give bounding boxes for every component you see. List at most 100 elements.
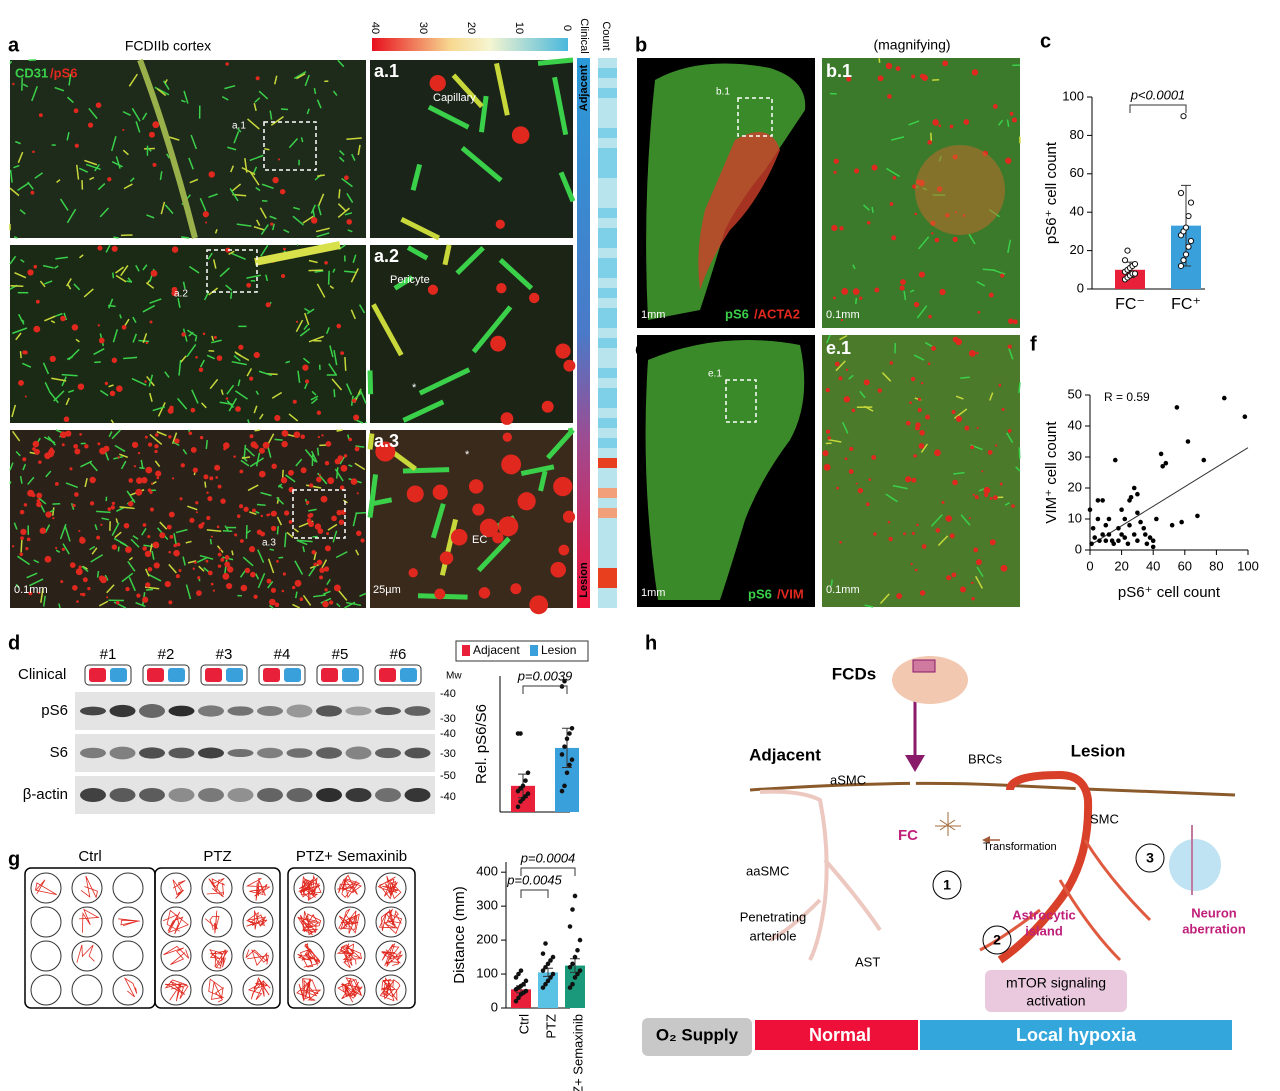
vessel [258,90,269,100]
vessel [140,459,144,468]
vessel [537,57,574,66]
scatter-point [1106,516,1112,522]
cell [408,568,418,578]
vessel [187,560,197,564]
cell [224,561,231,568]
cell [23,503,28,507]
cell [215,476,219,479]
vessel [127,560,136,572]
cell [36,501,42,508]
vessel [45,470,52,478]
cell [859,296,863,300]
cell [225,397,229,400]
well [30,906,62,938]
cell [917,397,922,401]
vessel [1015,466,1021,472]
vessel [178,359,182,376]
data-point [569,757,575,762]
cell [1000,273,1005,278]
cell [222,572,230,580]
cell [891,235,897,241]
cell [338,519,345,525]
vessel [99,207,110,218]
vessel [841,421,849,434]
count-cell [598,428,617,438]
x-tick-label: PTZ+ Semaxinib [570,1014,585,1091]
vessel [180,355,187,363]
cell [324,460,330,466]
cell [834,361,840,367]
cell [322,600,329,608]
trajectory [163,909,189,935]
cell [889,361,893,365]
cell [260,514,263,518]
vessel [246,274,261,279]
cell [840,318,844,322]
vessel [151,550,155,560]
cell [920,381,924,385]
vessel [341,177,353,188]
vessel [255,186,261,192]
label: #3 [216,646,233,663]
cell [833,170,837,174]
cell [839,226,844,231]
roi-box [292,489,346,539]
cell [44,555,52,563]
vessel [311,390,317,396]
vessel [12,327,28,335]
band [109,788,136,802]
vessel [17,182,30,192]
vessel [316,99,322,109]
vessel [269,215,277,220]
vessel [333,349,338,366]
data-point [540,985,546,990]
cell [983,492,989,498]
vessel [302,594,312,606]
cell [899,285,905,291]
cell [334,458,341,465]
cell [216,525,220,529]
vessel [229,188,239,202]
vessel [302,215,314,224]
cell [316,476,322,483]
vessel [471,305,513,354]
band [109,746,136,760]
cell [268,513,271,516]
micrograph [10,245,366,423]
vessel [108,384,114,388]
cell [74,448,81,455]
cell [194,561,197,564]
vessel [67,283,72,290]
vessel [327,270,330,285]
cell [282,572,287,576]
vessel [1018,382,1021,394]
vessel [97,183,106,191]
vessel [285,360,291,364]
data-point [572,975,578,980]
cell [971,597,975,601]
cell [911,74,916,79]
cell [1008,318,1014,324]
count-cell [598,328,617,338]
label: Pericyte [390,274,430,286]
vessel [44,381,50,392]
data-point [562,744,567,749]
band [286,748,313,758]
vessel [114,444,126,453]
vessel [96,510,111,514]
cell [313,562,317,567]
vessel [308,564,318,577]
vessel [168,563,177,574]
cell [136,477,143,484]
y-tick-label: 30 [1068,448,1082,463]
cell [911,531,915,535]
cell [250,441,257,448]
count-cell [598,478,617,488]
data-point [1180,113,1187,120]
band [227,706,254,716]
vessel [157,402,166,417]
vessel [350,268,359,283]
vessel [269,548,275,551]
cell [909,401,913,405]
roi-box [206,249,258,293]
